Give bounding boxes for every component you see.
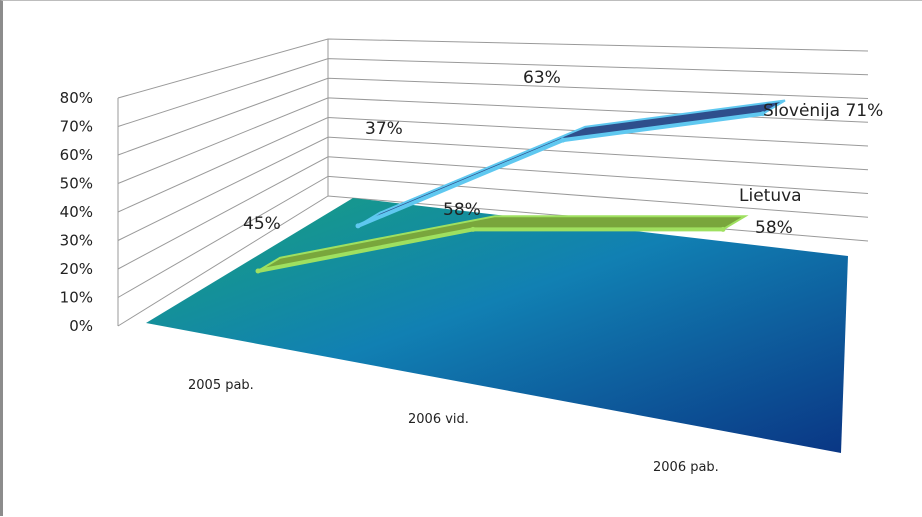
floor <box>146 198 848 453</box>
y-tick-label: 60% <box>60 146 93 164</box>
data-label: 63% <box>523 68 561 88</box>
data-point <box>355 223 361 229</box>
y-tick-label: 0% <box>69 317 93 335</box>
series-label-lietuva: Lietuva <box>739 186 802 206</box>
x-category-label: 2005 pab. <box>188 378 254 393</box>
gridline <box>117 38 869 99</box>
data-point <box>720 226 726 232</box>
chart-plot: 0% 10% 20% 30% 40% 50% 60% 70% 80% 2005 pab. 2006… <box>60 38 883 475</box>
x-category-label: 2006 vid. <box>408 412 469 427</box>
x-category-label: 2006 pab. <box>653 460 719 475</box>
data-label: 58% <box>755 218 793 238</box>
y-tick-label: 30% <box>60 232 93 250</box>
data-label: 58% <box>443 200 481 220</box>
data-label: 45% <box>243 214 281 234</box>
data-point <box>760 111 766 117</box>
data-point <box>560 137 566 143</box>
y-tick-label: 40% <box>60 203 93 221</box>
data-point <box>470 226 476 232</box>
y-tick-label: 80% <box>60 89 93 107</box>
data-label: 37% <box>365 119 403 139</box>
gridlines: 0% 10% 20% 30% 40% 50% 60% 70% 80% <box>60 38 869 335</box>
y-tick-label: 70% <box>60 118 93 136</box>
series-label-slovenija: Slovėnija 71% <box>763 101 883 121</box>
data-point <box>255 268 261 274</box>
y-tick-label: 20% <box>60 260 93 278</box>
y-tick-label: 50% <box>60 175 93 193</box>
floor-series <box>146 198 848 453</box>
y-tick-label: 10% <box>60 289 93 307</box>
